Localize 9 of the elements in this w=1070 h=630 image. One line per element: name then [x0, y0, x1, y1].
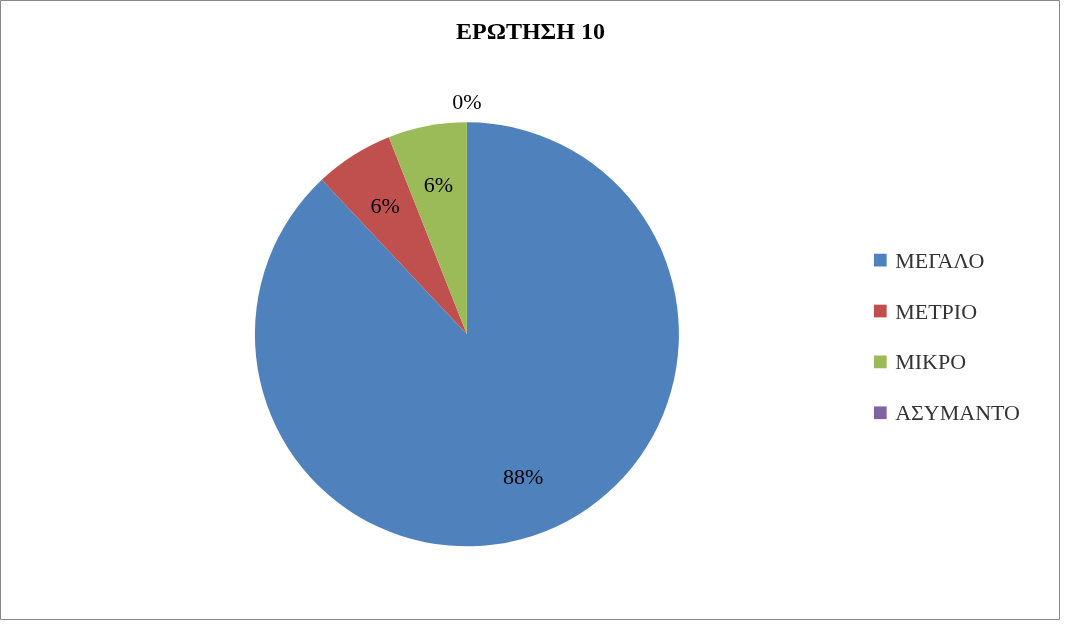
text: 0%: [452, 88, 482, 114]
data-label: 6%: [423, 171, 453, 197]
legend-label: ΜΙΚΡΟ: [895, 349, 967, 375]
legend-label: ΑΣΥΜΑΝΤΟ: [895, 400, 1020, 426]
legend-label: ΜΕΤΡΙΟ: [895, 298, 978, 324]
chart-title: ΕΡΩΤΗΣΗ 10: [456, 18, 605, 45]
data-label: 6%: [370, 192, 400, 218]
data-label: 88%: [502, 463, 544, 489]
legend-label: ΜΕΓΑΛΟ: [895, 247, 985, 273]
